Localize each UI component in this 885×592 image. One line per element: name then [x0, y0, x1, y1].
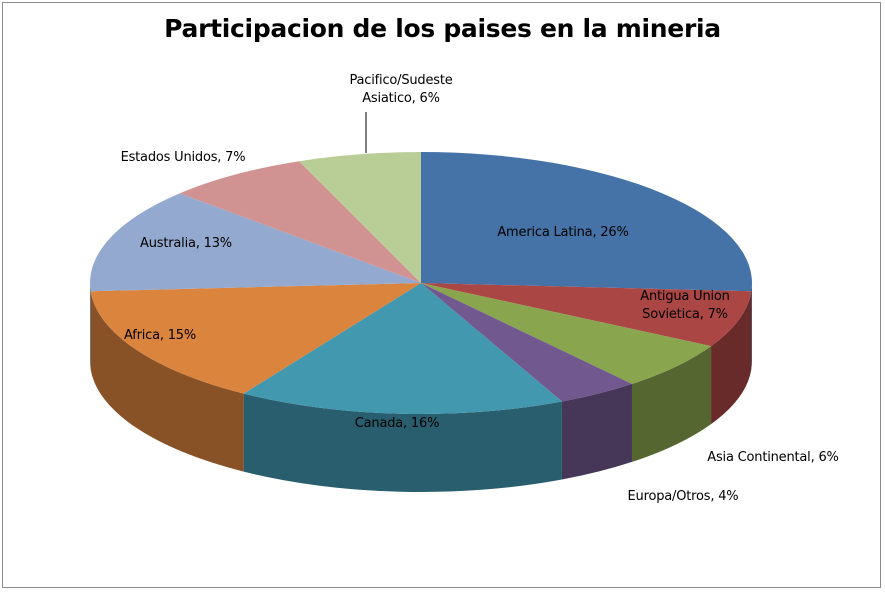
data-label: America Latina, 26% — [463, 224, 663, 242]
label-separator: , — [411, 91, 420, 106]
label-category: America Latina — [497, 225, 593, 240]
label-category: Europa/Otros — [627, 489, 711, 504]
label-value: 6% — [419, 91, 440, 106]
slice — [421, 283, 712, 384]
label-separator: , — [810, 450, 819, 465]
label-value: 13% — [203, 236, 232, 251]
label-value: 15% — [167, 328, 197, 343]
slice-side — [90, 283, 91, 370]
label-value: 6% — [818, 450, 839, 465]
label-separator: , — [195, 236, 204, 251]
label-category: Asia Continental — [707, 450, 811, 465]
label-category: Australia — [140, 236, 196, 251]
slice-side — [631, 346, 712, 462]
slice-side — [90, 291, 244, 472]
slice — [90, 193, 421, 292]
slice-side — [561, 383, 632, 480]
label-category: Antigua Union Sovietica — [640, 289, 734, 322]
label-value: 26% — [600, 225, 629, 240]
slice — [421, 283, 752, 347]
slice — [90, 283, 422, 394]
slice-side — [751, 283, 752, 370]
label-category: Africa — [123, 328, 160, 343]
label-separator: , — [403, 416, 411, 431]
slice — [299, 152, 421, 283]
label-value: 7% — [225, 150, 246, 165]
data-label: Canada, 16% — [297, 415, 497, 433]
slice — [179, 161, 421, 283]
slice — [421, 152, 753, 292]
data-label: Australia, 13% — [86, 235, 286, 253]
chart-title: Participacion de los paises en la mineri… — [164, 14, 721, 43]
data-label: Antigua Union Sovietica, 7% — [625, 288, 745, 324]
data-label: Africa, 15% — [60, 327, 260, 345]
label-value: 4% — [718, 489, 739, 504]
data-label: Pacifico/Sudeste Asiatico, 6% — [336, 72, 466, 108]
label-separator: , — [710, 489, 719, 504]
data-label: Europa/Otros, 4% — [583, 488, 783, 506]
slice-side — [243, 393, 562, 492]
label-separator: , — [217, 150, 226, 165]
slice — [421, 283, 632, 402]
slice-side — [711, 291, 752, 425]
label-separator: , — [592, 225, 601, 240]
label-separator: , — [159, 328, 168, 343]
label-category: Pacifico/Sudeste Asiatico — [349, 73, 457, 106]
label-value: 7% — [707, 307, 728, 322]
label-value: 16% — [410, 416, 440, 431]
slice — [243, 283, 562, 414]
data-label: Asia Continental, 6% — [673, 449, 873, 467]
label-category: Estados Unidos — [120, 150, 218, 165]
data-label: Estados Unidos, 7% — [83, 149, 283, 167]
label-category: Canada — [354, 416, 404, 431]
label-separator: , — [699, 307, 708, 322]
